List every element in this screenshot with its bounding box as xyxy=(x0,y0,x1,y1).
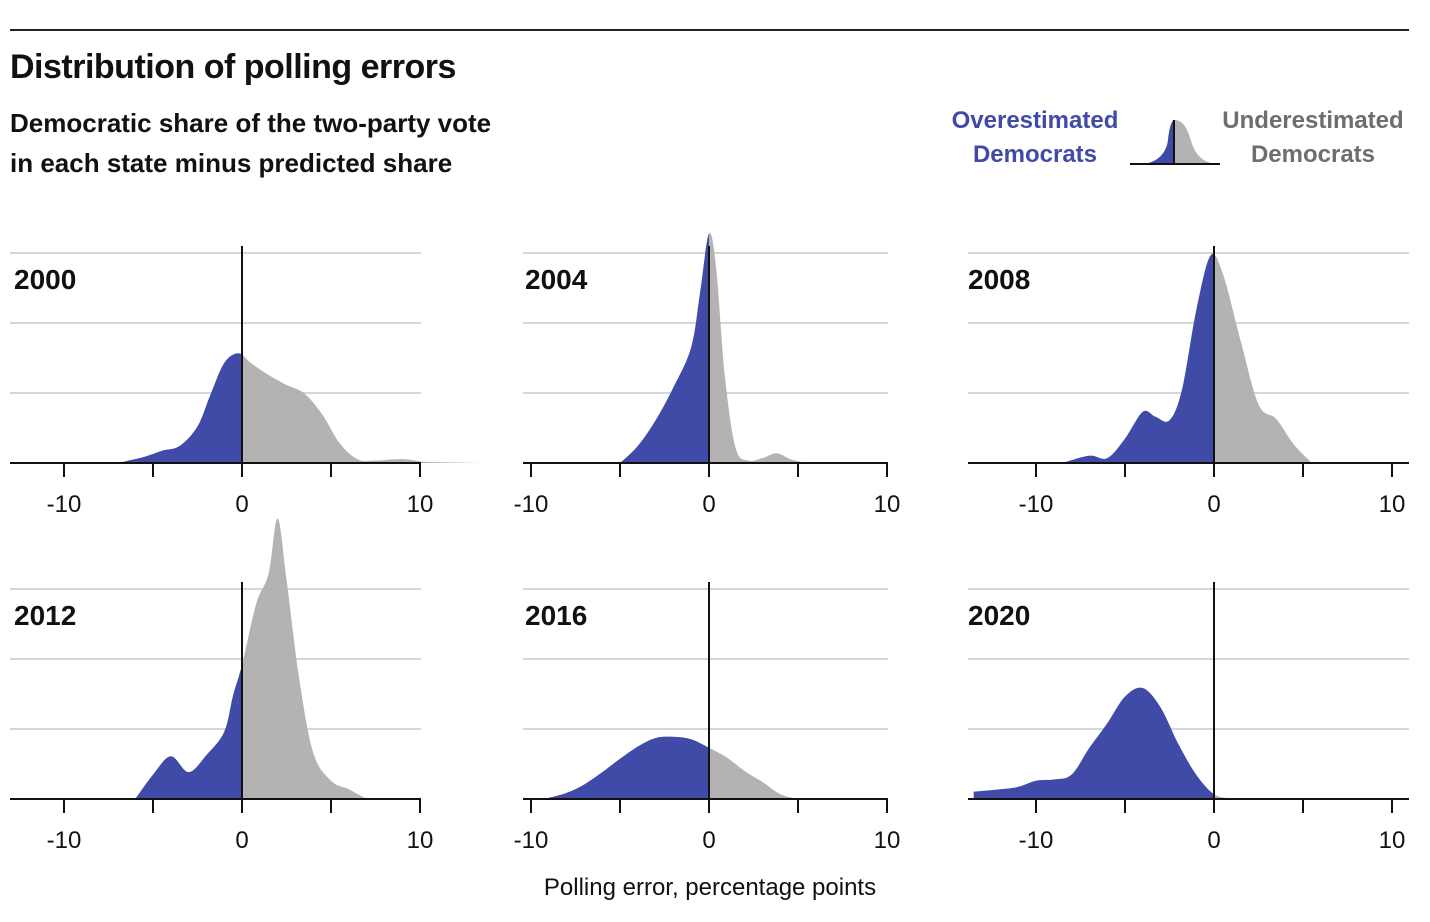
legend-underestimated-line-2: Democrats xyxy=(1250,141,1376,168)
chart-title: Distribution of polling errors xyxy=(10,48,456,86)
panel-2020: -10 0 10 2020 xyxy=(968,582,1409,854)
panel-2012: -10 0 10 2012 xyxy=(10,518,433,854)
x-tick-label: 10 xyxy=(407,827,434,854)
panel-year-label: 2012 xyxy=(14,600,76,631)
x-tick-label: 0 xyxy=(1207,491,1220,518)
x-tick-label: -10 xyxy=(1019,491,1054,518)
panel-year-label: 2004 xyxy=(525,264,588,295)
x-tick-label: 0 xyxy=(1207,827,1220,854)
legend-swatch-over xyxy=(1144,120,1174,164)
panel-year-label: 2020 xyxy=(968,600,1030,631)
x-tick-label: 0 xyxy=(702,491,715,518)
panel-year-label: 2016 xyxy=(525,600,587,631)
density-area-underestimated xyxy=(242,518,367,799)
x-tick-label: 10 xyxy=(1379,827,1406,854)
density-area-overestimated xyxy=(973,687,1214,799)
legend-overestimated: Overestimated Democrats xyxy=(940,104,1130,172)
x-tick-label: 0 xyxy=(235,491,248,518)
subtitle-line-2: in each state minus predicted share xyxy=(10,148,453,178)
legend-overestimated-line-2: Democrats xyxy=(972,141,1098,168)
density-area-overestimated xyxy=(620,233,709,463)
density-area-underestimated xyxy=(1214,254,1312,463)
x-axis-label-text: Polling error, percentage points xyxy=(543,874,877,901)
density-area-overestimated xyxy=(117,353,242,463)
x-tick-label: 10 xyxy=(1379,491,1406,518)
x-tick-label: -10 xyxy=(514,827,549,854)
panel-2000: -10 0 10 2000 xyxy=(10,246,483,518)
density-area-overestimated xyxy=(135,664,242,799)
x-axis-label: Polling error, percentage points xyxy=(0,874,1420,902)
x-tick-label: -10 xyxy=(47,491,82,518)
x-tick-label: -10 xyxy=(47,827,82,854)
x-tick-label: 10 xyxy=(874,491,901,518)
x-tick-label: 0 xyxy=(235,827,248,854)
x-tick-label: 10 xyxy=(407,491,434,518)
density-area-overestimated xyxy=(1062,253,1214,463)
panel-year-label: 2000 xyxy=(14,264,76,295)
panel-2008: -10 0 10 2008 xyxy=(968,246,1409,518)
density-area-underestimated xyxy=(1214,794,1250,799)
x-tick-label: -10 xyxy=(1019,827,1054,854)
panel-2016: -10 0 10 2016 xyxy=(514,582,901,854)
density-area-underestimated xyxy=(709,232,807,463)
x-tick-label: 10 xyxy=(874,827,901,854)
legend-swatch xyxy=(1130,120,1220,165)
panel-year-label: 2008 xyxy=(968,264,1030,295)
density-area-overestimated xyxy=(548,736,709,799)
legend-underestimated: Underestimated Democrats xyxy=(1213,104,1413,172)
density-area-underestimated xyxy=(242,354,483,463)
legend-underestimated-line-1: Underestimated xyxy=(1222,107,1404,134)
subtitle-line-1: Democratic share of the two-party vote xyxy=(10,108,492,138)
panel-2004: -10 0 10 2004 xyxy=(514,232,901,518)
legend-swatch-under xyxy=(1174,120,1216,164)
x-tick-label: -10 xyxy=(514,491,549,518)
top-rule xyxy=(10,29,1409,31)
x-tick-label: 0 xyxy=(702,827,715,854)
legend-overestimated-line-1: Overestimated xyxy=(951,107,1119,134)
density-area-underestimated xyxy=(709,747,798,799)
chart-subtitle: Democratic share of the two-party vote i… xyxy=(10,103,630,183)
